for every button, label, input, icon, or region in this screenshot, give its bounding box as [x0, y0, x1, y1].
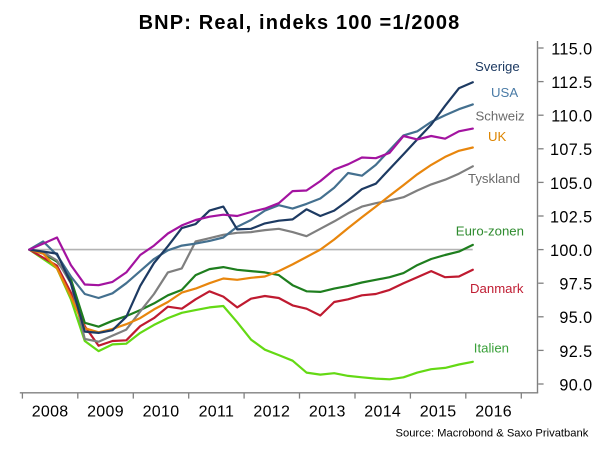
- svg-text:2014: 2014: [364, 404, 401, 421]
- svg-text:107.5: 107.5: [550, 141, 593, 159]
- svg-text:Sverige: Sverige: [475, 59, 520, 74]
- svg-text:BNP: Real, indeks 100 =1/2008: BNP: Real, indeks 100 =1/2008: [139, 12, 461, 34]
- svg-text:115.0: 115.0: [551, 40, 592, 58]
- svg-text:100.0: 100.0: [550, 242, 593, 260]
- svg-text:112.5: 112.5: [551, 74, 592, 92]
- svg-text:97.5: 97.5: [559, 276, 592, 294]
- svg-text:2015: 2015: [420, 404, 457, 421]
- svg-text:2016: 2016: [475, 404, 512, 421]
- svg-text:90.0: 90.0: [559, 376, 592, 394]
- svg-text:USA: USA: [491, 85, 518, 100]
- svg-text:Danmark: Danmark: [470, 281, 524, 296]
- svg-text:Euro-zonen: Euro-zonen: [456, 224, 524, 239]
- svg-text:2010: 2010: [143, 404, 180, 421]
- svg-text:2009: 2009: [87, 404, 124, 421]
- svg-text:Schweiz: Schweiz: [476, 109, 525, 124]
- svg-text:2012: 2012: [253, 404, 290, 421]
- svg-text:102.5: 102.5: [550, 208, 593, 226]
- svg-text:105.0: 105.0: [550, 175, 593, 193]
- svg-text:Tyskland: Tyskland: [468, 171, 520, 186]
- svg-text:110.0: 110.0: [551, 108, 592, 126]
- svg-text:Italien: Italien: [474, 341, 509, 356]
- svg-text:2011: 2011: [199, 404, 235, 421]
- svg-text:2013: 2013: [309, 404, 346, 421]
- svg-text:92.5: 92.5: [559, 343, 592, 361]
- svg-text:UK: UK: [488, 129, 507, 144]
- svg-text:Source: Macrobond & Saxo Priva: Source: Macrobond & Saxo Privatbank: [396, 428, 589, 440]
- svg-text:2008: 2008: [32, 404, 69, 421]
- svg-text:95.0: 95.0: [559, 309, 592, 327]
